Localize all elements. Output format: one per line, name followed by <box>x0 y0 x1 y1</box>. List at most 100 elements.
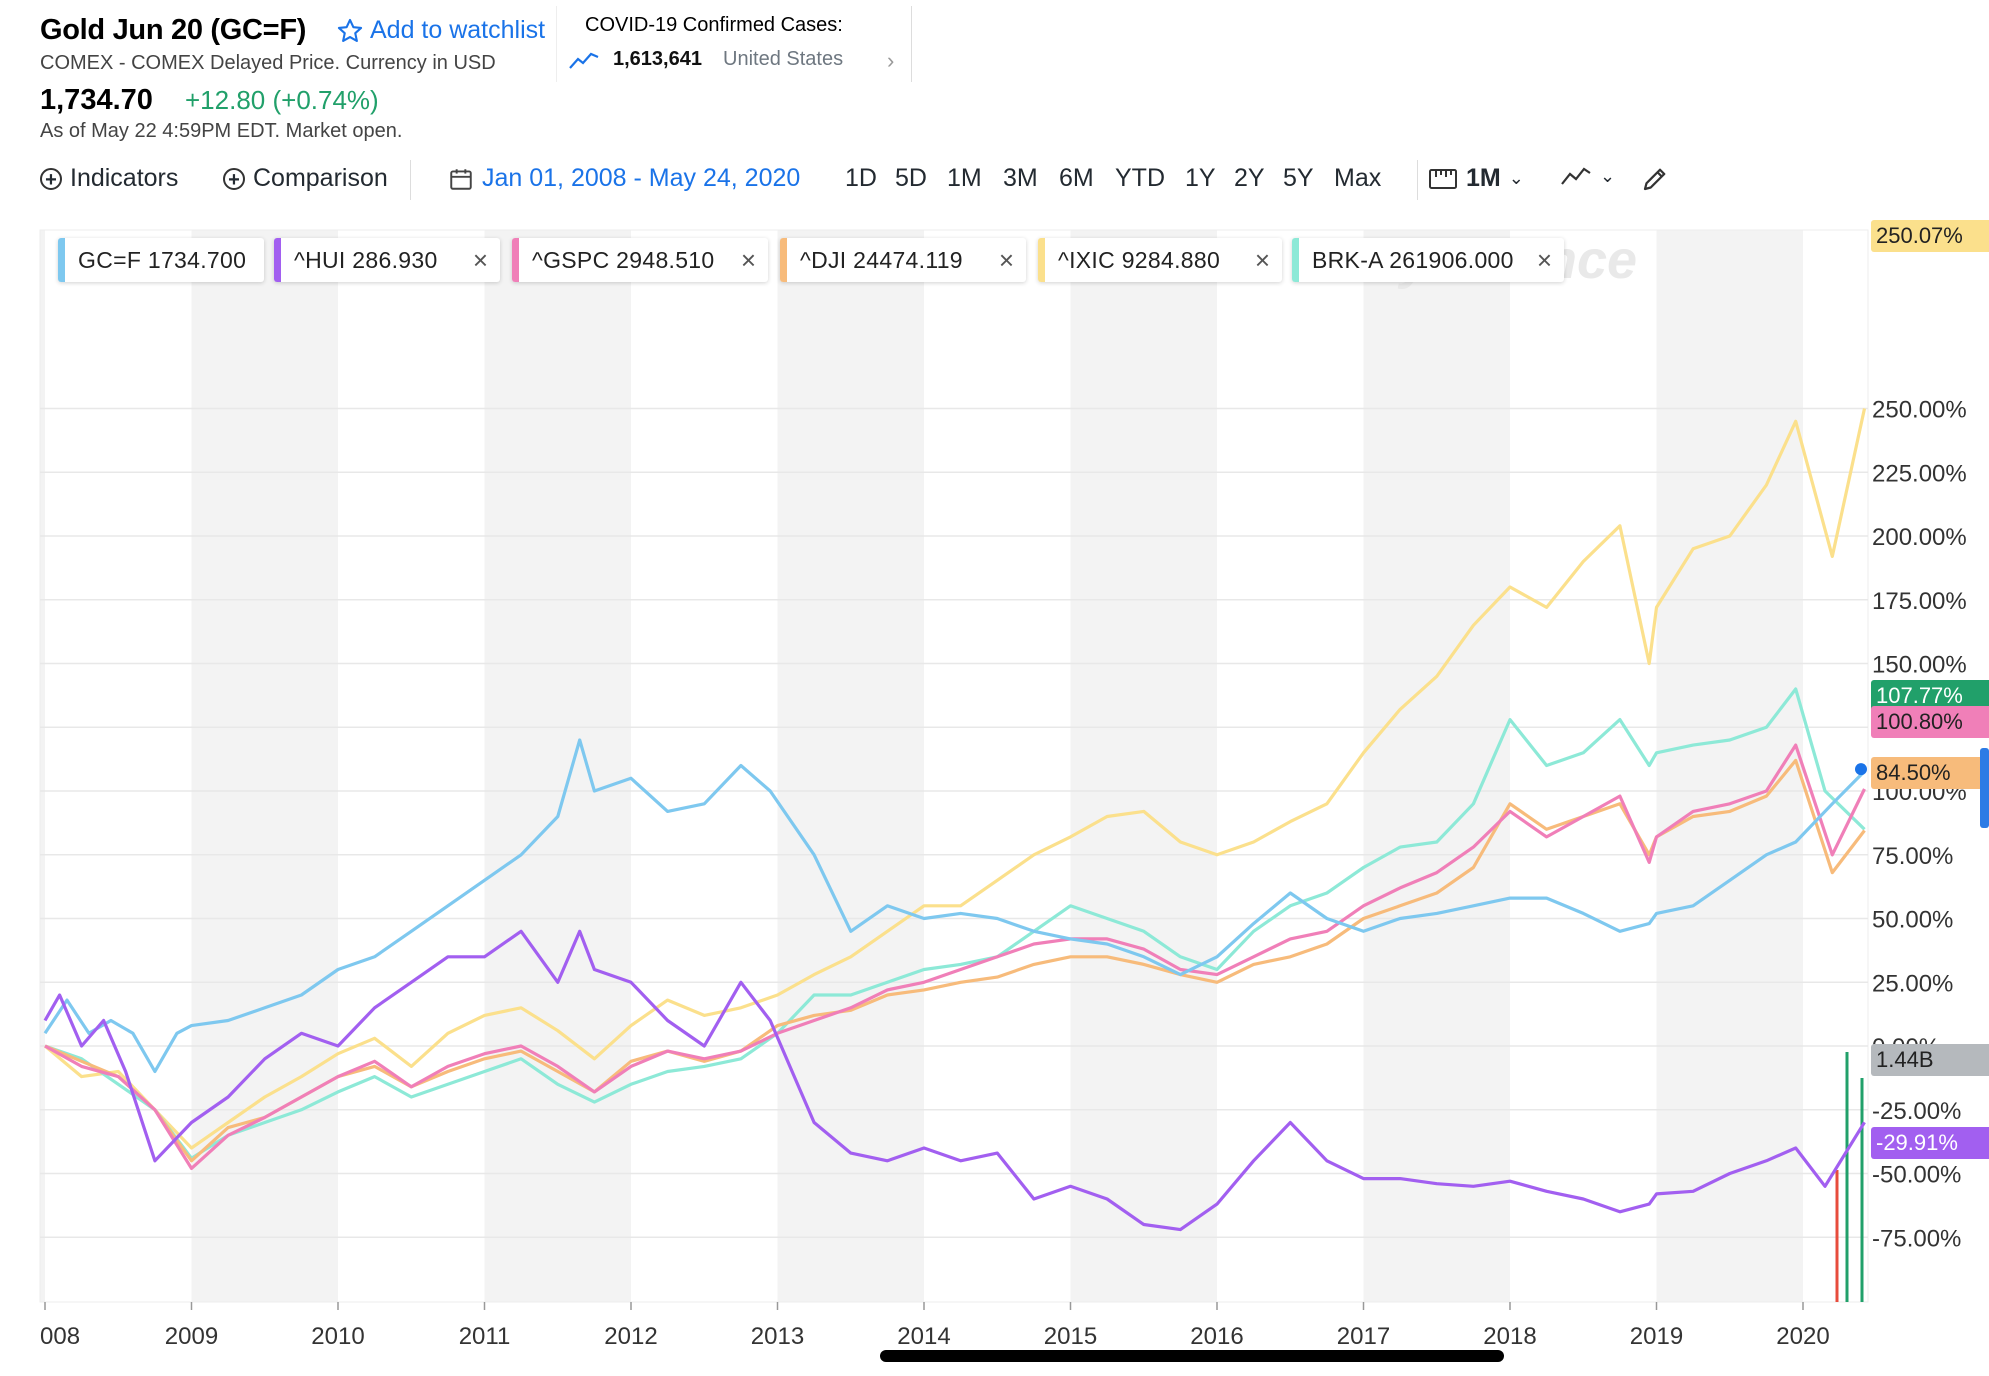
x-tick-label: 2012 <box>604 1323 657 1350</box>
range-button-ytd[interactable]: YTD <box>1115 164 1165 192</box>
date-range-picker[interactable]: Jan 01, 2008 - May 24, 2020 <box>448 164 800 193</box>
ruler-icon <box>1429 168 1457 189</box>
legend-label: ^GSPC 2948.510 <box>532 247 715 273</box>
x-tick-label: 2010 <box>311 1323 364 1350</box>
divider <box>410 160 411 200</box>
comparison-chart[interactable]: y!finance -75.00%-50.00%-25.00%0.00%25.0… <box>0 210 1989 1350</box>
quote-header: Gold Jun 20 (GC=F) Add to watchlist COME… <box>40 6 960 142</box>
chevron-right-icon: › <box>887 48 895 73</box>
interval-dropdown[interactable]: 1M ⌄ <box>1428 164 1524 193</box>
chevron-down-icon: ⌄ <box>1508 168 1524 188</box>
series-line-dji <box>44 758 1866 1163</box>
legend-color-swatch <box>1038 238 1045 282</box>
horizontal-scrollbar[interactable] <box>880 1350 1504 1362</box>
watchlist-label: Add to watchlist <box>370 16 546 44</box>
line-chart-icon <box>1561 167 1591 185</box>
y-tick-label: 150.00% <box>1872 652 1967 679</box>
legend-label: ^IXIC 9284.880 <box>1058 247 1221 273</box>
current-point-dot <box>1855 763 1867 776</box>
range-button-5d[interactable]: 5D <box>895 164 927 192</box>
legend-color-swatch <box>780 238 787 282</box>
star-icon <box>337 18 363 42</box>
legend-label: GC=F 1734.700 <box>78 247 247 273</box>
legend-color-swatch <box>512 238 519 282</box>
x-axis: 008 2009 2010 2011 2012 2013 2014 2015 2016 2017 2… <box>40 1302 1830 1350</box>
grid-lines <box>40 407 1868 1238</box>
y-tick-label: 250.00% <box>1872 397 1967 424</box>
year-band <box>40 230 45 1302</box>
close-icon[interactable]: × <box>472 245 488 275</box>
y-tick-label: 50.00% <box>1872 907 1953 934</box>
indicators-label: Indicators <box>70 164 179 192</box>
x-tick-label: 008 <box>40 1323 80 1350</box>
legend-chip[interactable]: BRK-A 261906.000 × <box>1292 238 1564 282</box>
indicators-button[interactable]: + Indicators <box>40 164 178 193</box>
x-tick-label: 2014 <box>897 1323 950 1350</box>
divider <box>1417 160 1418 200</box>
range-button-6m[interactable]: 6M <box>1059 164 1094 192</box>
legend-label: BRK-A 261906.000 <box>1312 247 1514 273</box>
end-value-tag: 100.80% <box>1871 706 1989 738</box>
chevron-down-icon: ⌄ <box>1600 165 1616 186</box>
x-tick-label: 2011 <box>459 1323 511 1350</box>
range-button-3m[interactable]: 3M <box>1003 164 1038 192</box>
plot-frame <box>39 229 1869 1303</box>
range-button-2y[interactable]: 2Y <box>1234 164 1265 192</box>
add-to-watchlist-button[interactable]: Add to watchlist <box>336 16 545 45</box>
x-tick-label: 2016 <box>1190 1323 1243 1350</box>
comparison-button[interactable]: + Comparison <box>223 164 388 193</box>
legend-chip[interactable]: ^IXIC 9284.880 × <box>1038 238 1282 282</box>
x-tick-label: 2013 <box>751 1323 804 1350</box>
y-tick-label: 200.00% <box>1872 524 1967 551</box>
range-button-1m[interactable]: 1M <box>947 164 982 192</box>
x-tick-label: 2017 <box>1337 1323 1390 1350</box>
end-value-tag: 1.44B <box>1871 1044 1989 1076</box>
close-icon[interactable]: × <box>740 245 756 275</box>
chart-type-dropdown[interactable]: ⌄ <box>1560 164 1615 188</box>
pencil-icon <box>1643 168 1666 191</box>
series-lines <box>43 408 1867 1232</box>
legend-chip[interactable]: ^HUI 286.930 × <box>274 238 500 282</box>
interval-label: 1M <box>1466 164 1501 192</box>
legend-chip[interactable]: ^GSPC 2948.510 × <box>512 238 768 282</box>
scroll-handle[interactable] <box>1980 748 1989 828</box>
year-band <box>777 230 924 1302</box>
year-band <box>484 230 631 1302</box>
y-tick-label: 25.00% <box>1872 970 1953 997</box>
covid-count: 1,613,641 <box>613 48 702 70</box>
range-button-5y[interactable]: 5Y <box>1283 164 1314 192</box>
close-icon[interactable]: × <box>1254 245 1270 275</box>
close-icon[interactable]: × <box>998 245 1014 275</box>
exchange-info: COMEX - COMEX Delayed Price. Currency in… <box>40 52 496 74</box>
end-value-tag: 84.50% <box>1871 757 1989 789</box>
calendar-icon <box>450 168 472 190</box>
y-tick-label: -75.00% <box>1872 1225 1961 1252</box>
year-bands <box>39 229 1869 1303</box>
legend-chip[interactable]: ^DJI 24474.119 × <box>780 238 1026 282</box>
y-tick-label: 75.00% <box>1872 843 1953 870</box>
current-price: 1,734.70 <box>40 84 153 116</box>
date-range-label: Jan 01, 2008 - May 24, 2020 <box>482 164 801 192</box>
legend-chip[interactable]: GC=F 1734.700 <box>58 238 264 282</box>
y-tick-label: 225.00% <box>1872 460 1967 487</box>
range-button-1d[interactable]: 1D <box>845 164 877 192</box>
chart-toolbar: + Indicators + Comparison Jan 01, 2008 -… <box>40 160 1940 200</box>
range-button-max[interactable]: Max <box>1334 164 1382 192</box>
y-tick-label: -50.00% <box>1872 1162 1961 1189</box>
legend-label: ^DJI 24474.119 <box>800 247 963 273</box>
year-band <box>1363 230 1510 1302</box>
covid-widget[interactable]: COVID-19 Confirmed Cases: 1,613,641 Unit… <box>556 6 912 82</box>
series-line-gcf <box>43 738 1866 1074</box>
covid-location: United States <box>723 48 844 70</box>
end-value-tag: -29.91% <box>1871 1127 1989 1159</box>
page-title: Gold Jun 20 (GC=F) <box>40 14 307 46</box>
draw-button[interactable] <box>1640 164 1670 201</box>
year-band <box>1070 230 1217 1302</box>
covid-title: COVID-19 Confirmed Cases: <box>585 14 843 36</box>
range-button-1y[interactable]: 1Y <box>1185 164 1216 192</box>
x-tick-label: 2019 <box>1630 1323 1683 1350</box>
series-line-ixic <box>43 408 1867 1150</box>
close-icon[interactable]: × <box>1536 245 1552 275</box>
comparison-label: Comparison <box>253 164 388 192</box>
series-line-hui <box>43 929 1866 1232</box>
